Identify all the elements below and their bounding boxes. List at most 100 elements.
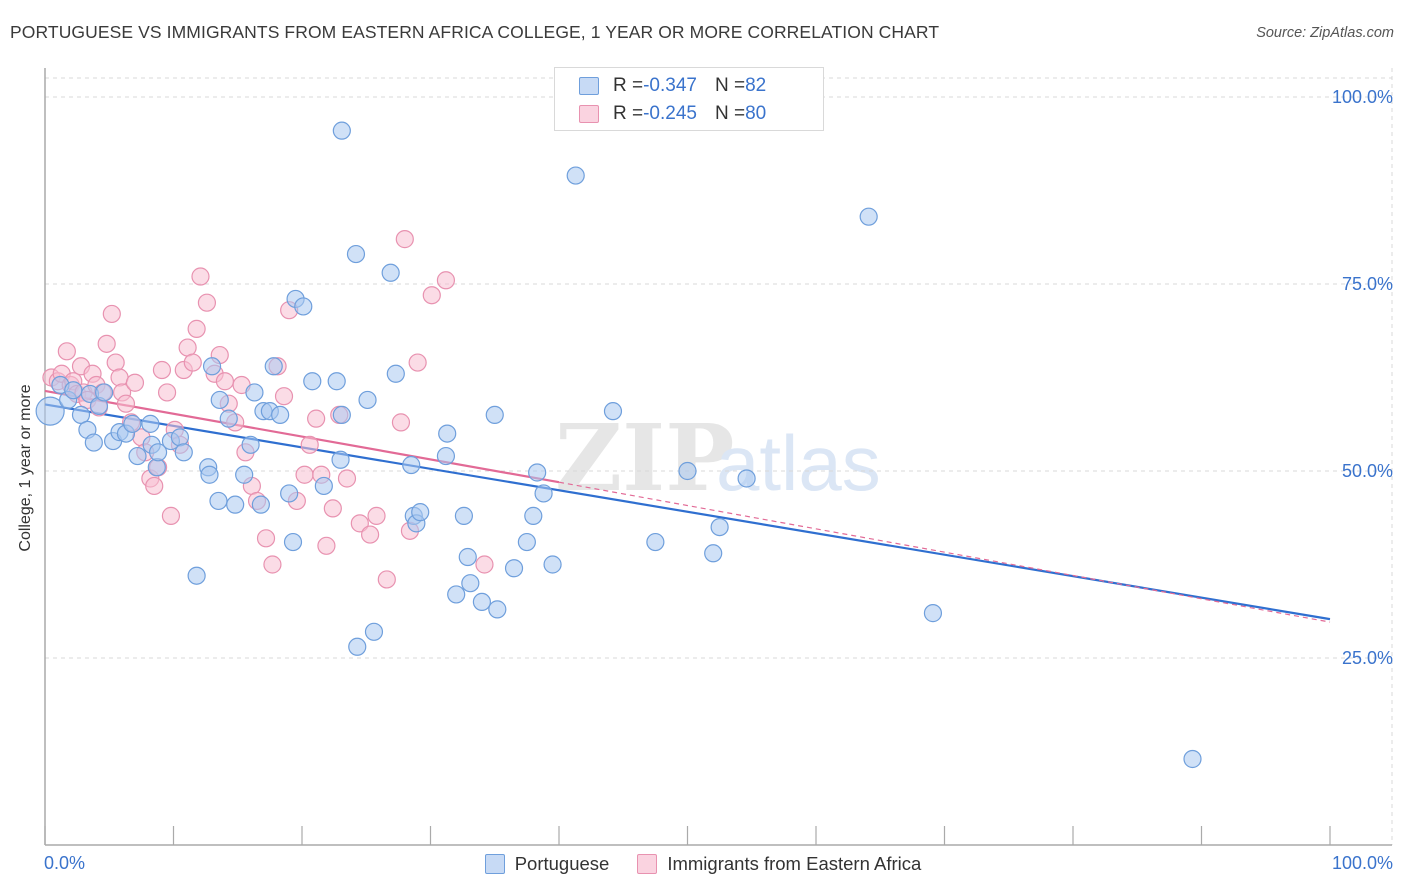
legend-swatch-pink [579, 105, 599, 123]
data-point-portuguese [123, 414, 142, 433]
data-point-portuguese [566, 166, 585, 185]
data-point-eastern-africa [317, 536, 336, 555]
axes [44, 68, 1392, 846]
legend-swatch-blue [579, 77, 599, 95]
data-point-portuguese [219, 409, 238, 428]
data-point-portuguese [710, 517, 729, 537]
data-point-eastern-africa [187, 319, 206, 338]
data-point-eastern-africa [408, 353, 427, 372]
watermark-atlas: atlas [716, 419, 881, 507]
data-point-eastern-africa [337, 469, 357, 488]
data-point-portuguese [411, 503, 430, 522]
data-point-eastern-africa [256, 529, 276, 548]
n-label: N = [714, 75, 746, 96]
data-point-eastern-africa [157, 383, 177, 402]
data-point-portuguese [174, 443, 193, 462]
trend-extension-eastern-africa [558, 481, 1331, 623]
data-point-portuguese [200, 465, 219, 484]
data-point-portuguese [226, 495, 245, 514]
data-point-portuguese [283, 532, 303, 552]
data-point-portuguese [187, 566, 206, 585]
n-value: 82 [745, 75, 767, 96]
chart-title: PORTUGUESE VS IMMIGRANTS FROM EASTERN AF… [10, 22, 940, 42]
data-point-portuguese [64, 381, 83, 400]
legend-item-eastern-africa[interactable]: Immigrants from Eastern Africa [637, 853, 921, 875]
data-point-eastern-africa [274, 387, 294, 406]
data-point-eastern-africa [377, 570, 396, 589]
data-point-portuguese [472, 592, 491, 612]
data-point-portuguese [332, 121, 351, 140]
trend-line-portuguese [44, 403, 1331, 621]
data-point-eastern-africa [395, 230, 414, 249]
data-point-eastern-africa [97, 334, 116, 353]
y-tick-label: 25.0% [1342, 648, 1393, 668]
legend-label: Portuguese [514, 853, 610, 874]
data-point-portuguese [447, 585, 466, 604]
data-point-portuguese [528, 463, 547, 482]
legend-row-eastern-africa: R = -0.245 N = 80 [555, 101, 766, 127]
data-point-portuguese [84, 433, 103, 452]
data-point-eastern-africa [215, 372, 234, 391]
n-value: 80 [745, 103, 767, 124]
data-point-eastern-africa [323, 499, 342, 518]
data-point-eastern-africa [191, 267, 210, 286]
data-point-eastern-africa [361, 525, 380, 544]
data-point-portuguese [517, 532, 536, 552]
legend-item-portuguese[interactable]: Portuguese [484, 853, 610, 875]
data-point-portuguese [280, 484, 299, 503]
data-point-portuguese [251, 495, 270, 514]
data-point-eastern-africa [57, 342, 76, 361]
data-point-portuguese [147, 458, 166, 477]
data-point-eastern-africa [367, 506, 386, 525]
data-point-portuguese [209, 491, 228, 511]
y-tick-label: 50.0% [1342, 461, 1393, 481]
data-point-portuguese [386, 364, 405, 383]
data-point-eastern-africa [102, 304, 121, 324]
legend-label: Immigrants from Eastern Africa [667, 853, 922, 874]
data-point-portuguese [346, 244, 366, 264]
data-point-portuguese [327, 372, 346, 391]
y-tick-label: 100.0% [1332, 87, 1393, 107]
data-point-portuguese [923, 604, 943, 623]
correlation-legend: R = -0.347 N = 82 R = -0.245 N = 80 [554, 67, 824, 131]
data-point-portuguese [303, 372, 322, 391]
watermark-zip: ZIP [555, 404, 734, 512]
data-point-portuguese [235, 465, 254, 484]
data-point-portuguese [678, 461, 697, 481]
data-point-eastern-africa [436, 271, 456, 290]
data-point-eastern-africa [350, 514, 369, 533]
series-portuguese-points [35, 121, 1202, 769]
data-point-portuguese [485, 405, 504, 424]
data-point-eastern-africa [197, 293, 217, 312]
data-point-eastern-africa [106, 353, 125, 372]
data-point-portuguese [148, 443, 168, 462]
data-point-eastern-africa [116, 394, 136, 413]
data-point-portuguese [294, 297, 313, 316]
tick-labels: 100.0% 75.0% 50.0% 25.0% 0.0% 100.0% [44, 87, 1393, 873]
data-point-portuguese [364, 622, 384, 641]
data-point-portuguese [436, 446, 456, 466]
n-label: N = [714, 103, 746, 124]
data-point-portuguese [458, 547, 477, 567]
data-point-portuguese [71, 405, 91, 424]
data-point-eastern-africa [391, 413, 411, 432]
data-point-portuguese [1183, 749, 1202, 769]
data-point-portuguese [488, 600, 507, 619]
legend-swatch-pink [637, 854, 658, 874]
data-point-eastern-africa [300, 435, 319, 454]
r-label: R = [613, 103, 644, 124]
y-axis-label: College, 1 year or more [17, 384, 34, 552]
data-point-portuguese [381, 263, 400, 282]
data-point-portuguese [271, 405, 290, 424]
data-point-eastern-africa [145, 476, 164, 496]
data-point-portuguese [543, 555, 562, 574]
data-point-portuguese [128, 446, 147, 466]
data-point-portuguese [737, 469, 756, 488]
data-point-portuguese [141, 414, 160, 433]
data-point-portuguese [241, 435, 260, 454]
data-point-portuguese [461, 574, 480, 593]
data-point-portuguese [35, 396, 65, 426]
data-point-portuguese [504, 559, 524, 578]
